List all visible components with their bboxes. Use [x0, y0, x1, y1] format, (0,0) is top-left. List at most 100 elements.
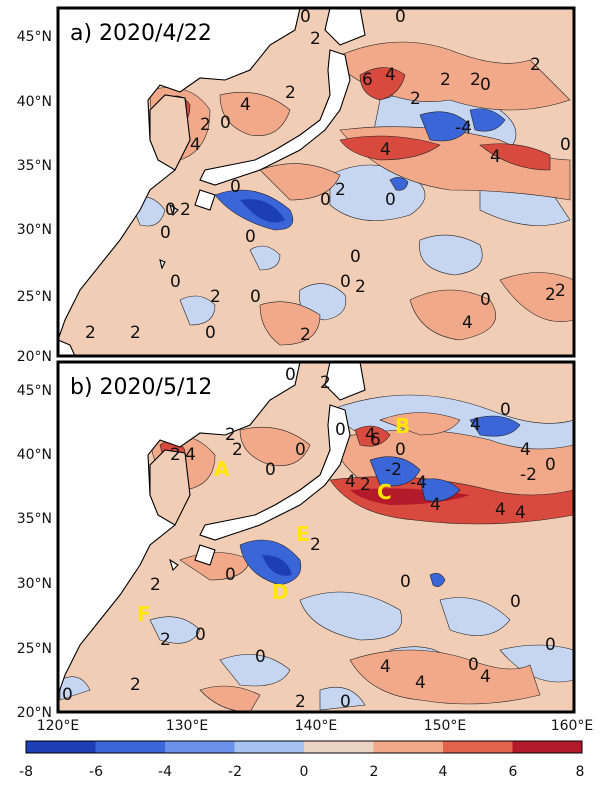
panel-a-contour-label: -4	[455, 118, 472, 138]
region-label-d: D	[272, 580, 289, 604]
panel-a-contour-label: 2	[285, 83, 296, 103]
lat-label: 35°N	[17, 158, 52, 174]
panel-b-contour-label: 0	[225, 565, 236, 585]
panel-a-contour-label: 0	[480, 75, 491, 95]
lon-axis: 120°E 130°E 140°E 150°E 160°E	[37, 718, 594, 734]
colorbar-swatch	[234, 741, 305, 753]
colorbar-frame	[25, 740, 583, 754]
panel-a-title: a) 2020/4/22	[70, 21, 212, 46]
colorbar-swatch	[373, 741, 444, 753]
panel-a-contour-label: 2	[355, 277, 366, 297]
panel-a-contour-label: 0	[395, 7, 406, 27]
panel-a-contour-label: 4	[462, 313, 473, 333]
panel-b-contour-label: 4	[345, 472, 356, 492]
panel-a-contour-label: 0	[220, 113, 231, 133]
panel-a-contour-label: 2	[180, 200, 191, 220]
panel-a-contour-label: 0	[160, 223, 171, 243]
panel-a-contour-labels: 0 2 0 2 4 0 2 4 0 2 0 0 6 4 2 2 -4 4 4 2	[85, 7, 571, 345]
panel-b-contour-label: 2	[360, 475, 371, 495]
panel-b-contour-label: 4	[515, 503, 526, 523]
colorbar-swatch	[165, 741, 235, 753]
colorbar-swatch	[512, 741, 583, 753]
panel-a-contour-label: 2	[300, 325, 311, 345]
panel-b-contour-label: 2	[225, 425, 236, 445]
region-label-a: A	[214, 457, 230, 481]
panel-a-frame	[56, 6, 576, 358]
panel-a-contour-label: 2	[85, 323, 96, 343]
panel-b-frame	[56, 360, 576, 714]
colorbar-tick: -4	[158, 764, 172, 780]
lat-label: 30°N	[17, 222, 52, 238]
panel-b-contour-label: 2	[130, 675, 141, 695]
panel-a-contour-label: 2	[545, 285, 556, 305]
lat-label: 35°N	[17, 511, 52, 527]
panel-a: 0 2 0 2 4 0 2 4 0 2 0 0 6 4 2 2 -4 4 4 2	[56, 6, 576, 358]
panel-b-title-bg	[62, 368, 248, 402]
panel-b-contour-label: 0	[545, 455, 556, 475]
lon-label: 150°E	[424, 718, 467, 734]
panel-b-contour-label: 4	[495, 500, 506, 520]
region-label-f: F	[137, 602, 151, 626]
lat-label: 20°N	[17, 349, 52, 365]
panel-a-contour-label: 4	[240, 95, 251, 115]
panel-a-contour-label: 0	[230, 177, 241, 197]
panel-b-land	[58, 362, 366, 696]
panel-b-contour-label: 0	[510, 592, 521, 612]
panel-a-contour-label: 4	[190, 135, 201, 155]
lat-label: 25°N	[17, 289, 52, 305]
region-label-c: C	[377, 480, 392, 504]
colorbar-swatches	[26, 741, 583, 753]
panel-b-contour-label: 4	[185, 445, 196, 465]
region-label-e: E	[296, 522, 310, 546]
panel-b-contour-label: -2	[520, 465, 537, 485]
panel-b: 0 2 2 4 2 2 0 0 0 4 0 -2 4 2 6 4 -4 -2 4…	[56, 360, 576, 714]
panel-b-contour-label: -4	[410, 473, 427, 493]
lon-label: 160°E	[551, 718, 594, 734]
lat-label: 40°N	[17, 447, 52, 463]
panel-b-contour-label: 0	[265, 460, 276, 480]
panel-a-contour-label: 0	[250, 287, 261, 307]
colorbar-swatch	[26, 741, 96, 753]
colorbar-tick: 0	[300, 764, 309, 780]
colorbar-tick: 8	[576, 764, 585, 780]
lat-label: 45°N	[17, 29, 52, 45]
panel-a-contour-label: 0	[245, 227, 256, 247]
colorbar-swatch	[443, 741, 513, 753]
panel-a-contour-label: 0	[320, 190, 331, 210]
panel-b-contour-label: 2	[160, 630, 171, 650]
panel-a-contour-label: 0	[340, 272, 351, 292]
panel-a-contour-label: 2	[530, 55, 541, 75]
panel-b-contour-label: 4	[520, 440, 531, 460]
panel-a-title-bg	[62, 14, 248, 48]
colorbar-tick: -8	[19, 764, 33, 780]
panel-a-contour-label: 2	[410, 89, 421, 109]
colorbar: -8 -6 -4 -2 0 2 4 6 8	[19, 740, 585, 780]
panel-b-lat-axis: 45°N 40°N 35°N 30°N 25°N 20°N	[17, 383, 52, 721]
panel-b-contour-label: 0	[395, 440, 406, 460]
colorbar-tick: -6	[89, 764, 103, 780]
lat-label: 40°N	[17, 94, 52, 110]
panel-b-contour-label: 0	[285, 365, 296, 385]
panel-b-contour-label: 0	[545, 635, 556, 655]
panel-a-contour-label: 2	[470, 70, 481, 90]
panel-b-contour-label: 0	[62, 685, 73, 705]
panel-a-contour-label: 2	[335, 180, 346, 200]
panel-b-contour-label: 2	[295, 692, 306, 712]
panel-b-contour-label: 0	[340, 692, 351, 712]
panel-a-contour-label: 0	[560, 135, 571, 155]
panel-b-contour-label: 4	[470, 415, 481, 435]
panel-a-core-eddy	[240, 199, 285, 223]
panel-b-map: 0 2 2 4 2 2 0 0 0 4 0 -2 4 2 6 4 -4 -2 4…	[58, 362, 574, 712]
panel-b-contour-label: 0	[255, 647, 266, 667]
colorbar-swatch	[304, 741, 374, 753]
colorbar-tick: 4	[439, 764, 448, 780]
colorbar-tick: -2	[228, 764, 242, 780]
panel-b-contour-label: 2	[150, 575, 161, 595]
panel-a-contour-label: 4	[490, 147, 501, 167]
panel-a-contour-label: 0	[170, 272, 181, 292]
panel-b-contour-label: 4	[365, 425, 376, 445]
panel-b-title: b) 2020/5/12	[70, 375, 212, 400]
lat-label: 45°N	[17, 383, 52, 399]
panel-b-contour-label: 4	[480, 667, 491, 687]
